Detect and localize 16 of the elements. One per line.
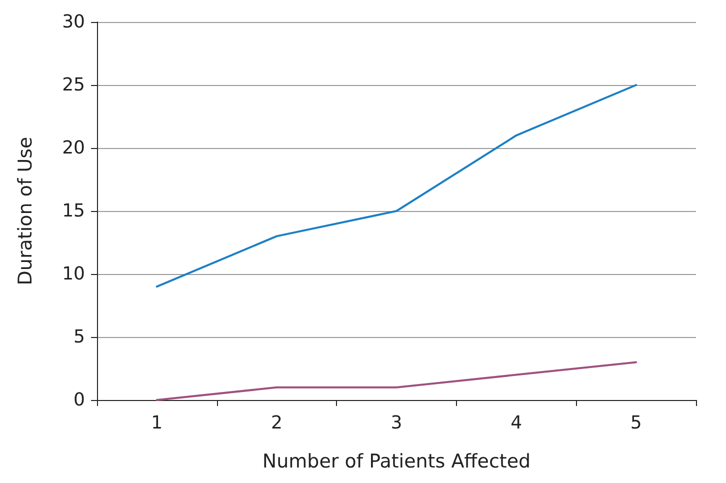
line-series <box>156 361 638 401</box>
x-tick-label: 5 <box>630 412 642 434</box>
x-axis-title: Number of Patients Affected <box>262 450 531 472</box>
y-tick-label: 25 <box>62 74 85 96</box>
y-tick-label: 30 <box>62 12 85 32</box>
x-tick-label: 2 <box>270 412 282 434</box>
y-axis-title: Duration of Use <box>14 136 36 286</box>
x-tick-label: 1 <box>151 412 163 434</box>
y-tick-label: 10 <box>62 264 85 284</box>
line-series <box>156 84 638 288</box>
y-tick-label: 15 <box>62 200 85 222</box>
x-tick-label: 4 <box>510 412 522 434</box>
x-tick-label: 3 <box>390 412 402 434</box>
y-tick-label: 20 <box>62 138 85 158</box>
y-tick-label: 5 <box>74 326 85 348</box>
y-tick-label: 0 <box>74 390 85 410</box>
